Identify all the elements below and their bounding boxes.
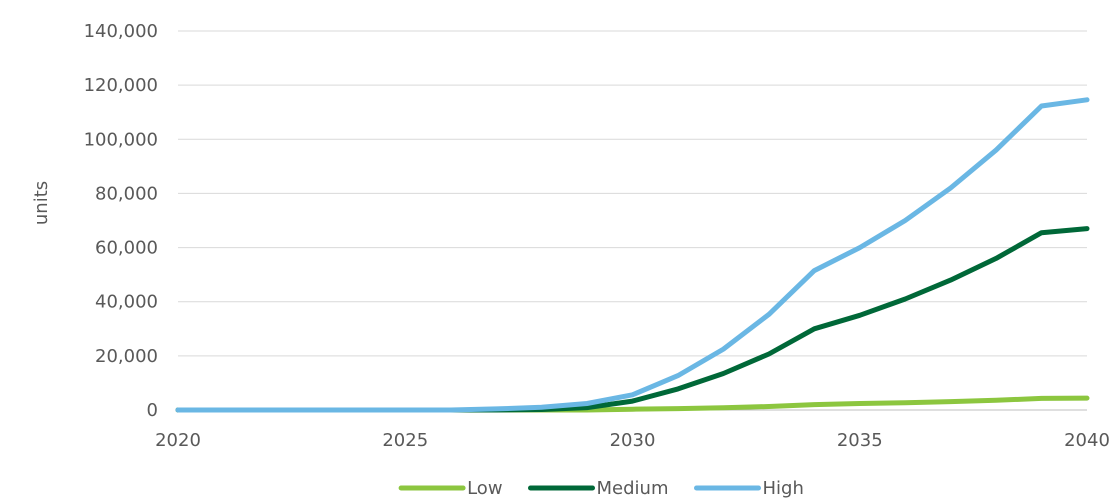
y-tick-label: 100,000 [84, 129, 158, 150]
tick-labels: 0 20,000 40,000 60,000 80,000 100,000 120,000 1… [84, 21, 1110, 451]
y-tick-label: 20,000 [95, 346, 158, 367]
y-tick-label: 0 [147, 400, 158, 421]
x-tick-label: 2025 [382, 430, 428, 451]
y-tick-label: 140,000 [84, 21, 158, 42]
legend-label: Medium [597, 478, 669, 499]
x-tick-label: 2040 [1064, 430, 1110, 451]
legend[interactable]: Low Medium High [398, 478, 804, 499]
x-tick-label: 2020 [155, 430, 201, 451]
y-axis-title: units [31, 181, 52, 225]
series-line-medium [175, 226, 1090, 413]
x-tick-label: 2035 [837, 430, 883, 451]
y-tick-label: 80,000 [95, 183, 158, 204]
legend-item-medium[interactable]: Medium [528, 478, 669, 499]
legend-item-high[interactable]: High [694, 478, 804, 499]
y-tick-label: 40,000 [95, 292, 158, 313]
gridlines [178, 30, 1087, 357]
legend-label: Low [467, 478, 502, 499]
y-tick-label: 120,000 [84, 75, 158, 96]
x-tick-label: 2030 [610, 430, 656, 451]
series-line-high [175, 97, 1090, 413]
series-lines [175, 97, 1090, 413]
legend-item-low[interactable]: Low [398, 478, 503, 499]
y-tick-label: 60,000 [95, 238, 158, 259]
legend-label: High [763, 478, 804, 499]
